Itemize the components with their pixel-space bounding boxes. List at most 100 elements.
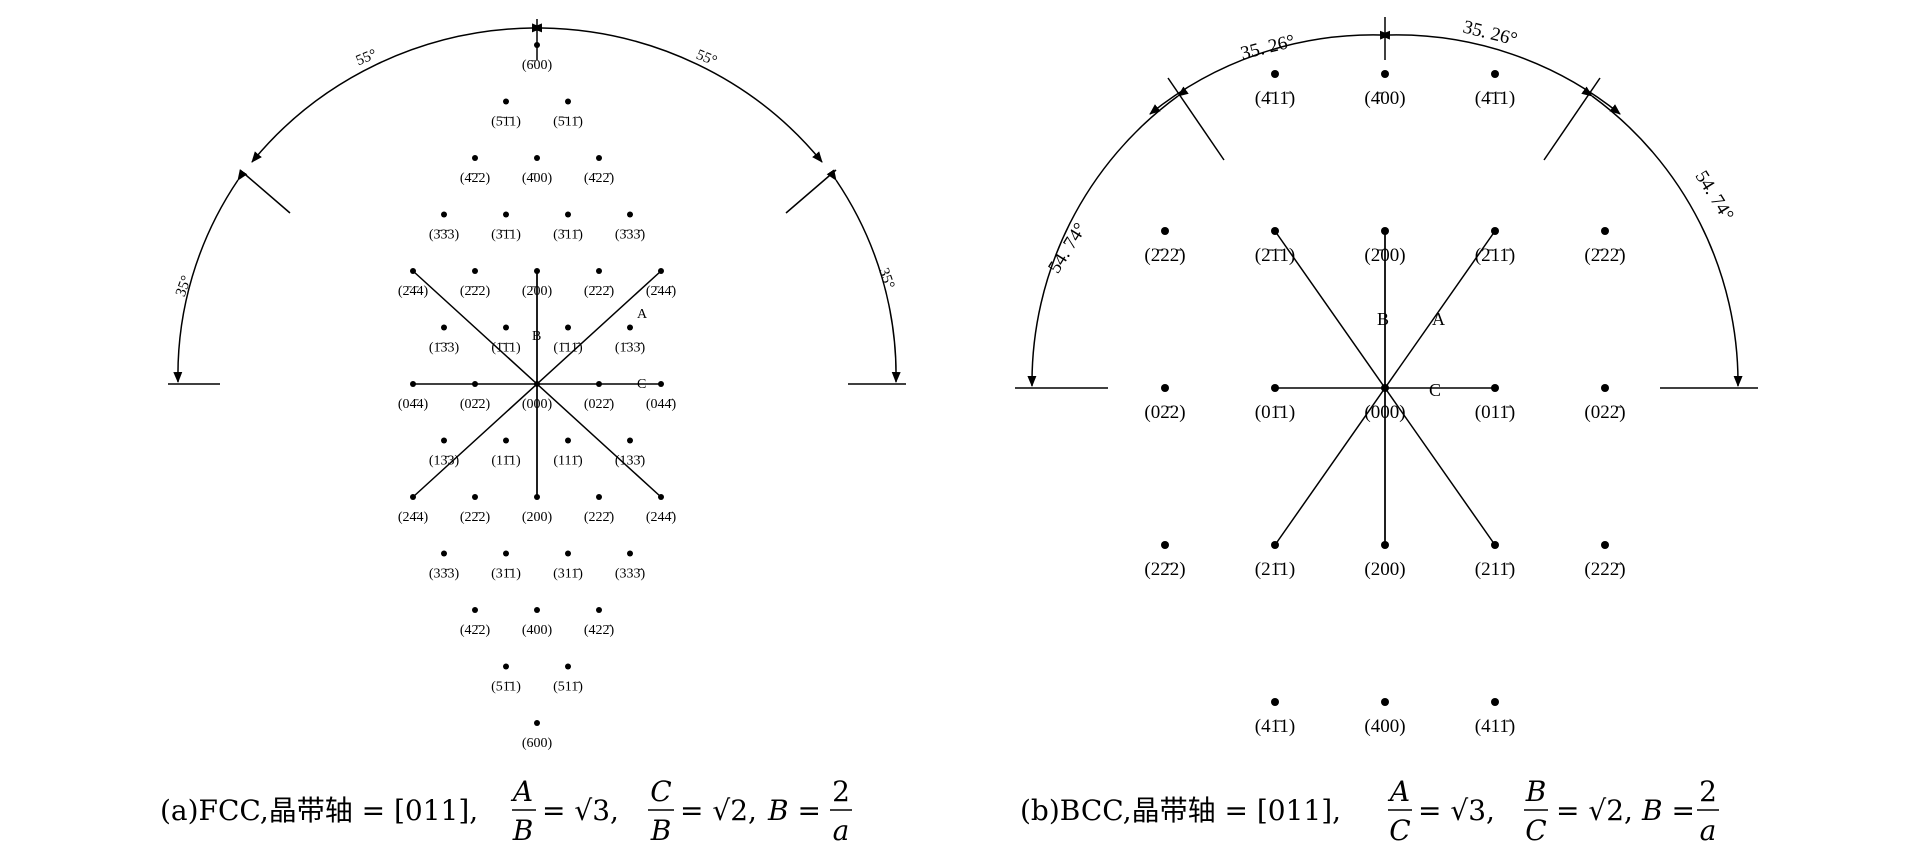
panel_a-spot-label-25: (11̄1) [491,454,521,469]
panel-a-caption-frac1-num: A [510,775,533,808]
panel_a-spot-label-40: (51̄1) [491,680,521,695]
panel_a-spot-label-3: (4̄2̄2) [460,171,491,186]
panel_a-spot-label-22: (022̄) [584,397,615,412]
panel-b-caption-tail: B = [1641,794,1695,827]
panel-a-caption-frac2-num: C [650,775,671,808]
panel_a-spot-label-15: (1̄3̄3) [429,341,460,356]
panel-a-angle-left-upper: 55° [354,46,379,69]
panel_b-spot-19 [1381,698,1389,706]
panel-b-vector-label-b: B [1377,309,1389,329]
panel-a-angle-right-upper: 55° [694,47,719,70]
panel_a-spot-label-37: (42̄2) [460,623,491,638]
panel_b-spot-10 [1381,384,1389,392]
panel-a-caption-tail: B = [767,794,821,827]
panel_a-spot-label-36: (333̄) [615,567,646,582]
panel-a-caption-frac2-den: B [650,814,672,847]
panel_a-spot-label-39: (422̄) [584,623,615,638]
panel_a-spot-10 [410,268,416,274]
panel_a-spot-4 [534,155,540,161]
panel_a-spot-label-38: (400) [522,623,553,638]
panel_a-spot-label-19: (04̄4) [398,397,429,412]
panel_a-spot-label-32: (244̄) [646,510,677,525]
panel_a-spot-label-28: (24̄4) [398,510,429,525]
panel_a-spot-label-30: (200) [522,510,553,525]
panel-a-caption-frac3-den: a [833,814,850,847]
panel_b-spot-label-10: (000) [1364,402,1405,423]
panel_a-spot-28 [410,494,416,500]
panel-a-arc-right-lower [826,169,901,383]
panel_a-spot-label-18: (1̄33̄) [615,341,646,356]
panel_b-spot-label-4: (2̄1̄1) [1255,245,1295,266]
panel_b-spot-6 [1491,227,1499,235]
panel-b-caption-eq2: = √2, [1556,794,1633,827]
panel-b-caption-frac3-num: 2 [1699,775,1717,808]
panel_b-spot-label-14: (21̄1) [1255,559,1295,580]
panel_b-spot-label-5: (2̄00) [1364,245,1405,266]
panel_a-spot-2 [565,98,571,105]
panel_b-spot-18 [1271,698,1279,706]
panel-b-angle-right-upper: 35. 26° [1461,17,1520,51]
panel_a-spot-29 [472,494,478,500]
panel_a-spot-27 [627,437,633,444]
panel_a-spot-31 [596,494,602,500]
panel_a-spot-label-17: (1̄11̄) [553,341,583,356]
panel_a-spot-label-11: (2̄2̄2) [460,284,491,299]
panel_a-spot-label-12: (2̄00) [522,284,553,299]
panel-b-caption: (b)BCC,晶带轴 = [011], A C = √3, B C = √2, … [1020,775,1719,847]
panel-b-caption-eq1: = √3, [1418,794,1495,827]
panel-a-fcc-pattern: 55° 55° 35° 35° A B C (6̄00) (5̄1̄1) (5̄11… [160,19,906,847]
panel_a-spot-label-24: (13̄3) [429,454,460,469]
panel_a-spot-38 [534,607,540,613]
panel-a-arc-left-upper [251,23,543,163]
panel_b-spot-1 [1381,70,1389,78]
panel_a-spot-7 [503,211,509,218]
panel-b-angle-left-lower: 54. 74° [1044,219,1091,277]
panel-b-divider-left [1167,77,1225,161]
panel-a-angle-left-lower: 35° [173,274,195,299]
panel_a-spot-label-21: (000) [522,397,553,412]
panel_a-spot-24 [441,437,447,444]
panel_a-spot-label-6: (3̄3̄3) [429,228,460,243]
panel_b-spot-label-17: (222̄) [1584,559,1625,580]
panel_a-spot-label-10: (2̄4̄4) [398,284,429,299]
panel-a-caption-eq2: = √2, [680,794,757,827]
panel_a-spot-18 [627,324,633,331]
panel_a-spot-37 [472,607,478,613]
panel_a-spot-label-42: (600) [522,736,553,751]
panel_b-spot-16 [1491,541,1499,549]
panel_a-spot-11 [472,268,478,274]
panel-b-bcc-pattern: 35. 26° 35. 26° 54. 74° 54. 74° A B C (4… [1015,17,1758,847]
panel_b-spot-20 [1491,698,1499,706]
panel-b-vector-label-a: A [1432,309,1445,329]
panel-a-divider-left [239,169,291,214]
panel_a-spot-8 [565,211,571,218]
panel-a-caption-prefix: (a)FCC,晶带轴 = [011], [160,794,478,827]
panel_a-spot-label-0: (6̄00) [522,58,553,73]
panel_a-spot-3 [472,155,478,161]
panel-b-caption-frac2-num: B [1525,775,1547,808]
panel_b-spot-3 [1161,227,1169,235]
panel-b-vector-label-c: C [1429,380,1441,400]
panel_a-spot-label-5: (4̄22̄) [584,171,615,186]
panel_b-spot-label-7: (2̄22̄) [1584,245,1625,266]
panel_b-spot-label-1: (4̄00) [1364,88,1405,109]
panel_b-spot-label-18: (41̄1) [1255,716,1295,737]
panel_b-spot-label-3: (2̄22̄) [1144,245,1185,266]
panel_a-spot-36 [627,550,633,557]
panel_a-spot-label-23: (044̄) [646,397,677,412]
panel_a-spot-label-27: (133̄) [615,454,646,469]
panel_a-spot-34 [503,550,509,557]
panel_b-spot-12 [1601,384,1609,392]
panel-b-caption-prefix: (b)BCC,晶带轴 = [011], [1020,794,1341,827]
panel_a-spot-label-9: (3̄33̄) [615,228,646,243]
panel-a-caption-eq1: = √3, [542,794,619,827]
panel_b-spot-label-19: (400) [1364,716,1405,737]
panel_b-spot-label-11: (011̄) [1475,402,1515,423]
panel_a-spot-label-34: (31̄1) [491,567,521,582]
panel_a-spot-label-16: (1̄1̄1) [491,341,521,356]
panel_a-spot-32 [658,494,664,500]
panel_a-spot-9 [627,211,633,218]
panel-b-arc-left-lower [1027,86,1189,387]
panel_a-spot-label-35: (311̄) [553,567,583,582]
